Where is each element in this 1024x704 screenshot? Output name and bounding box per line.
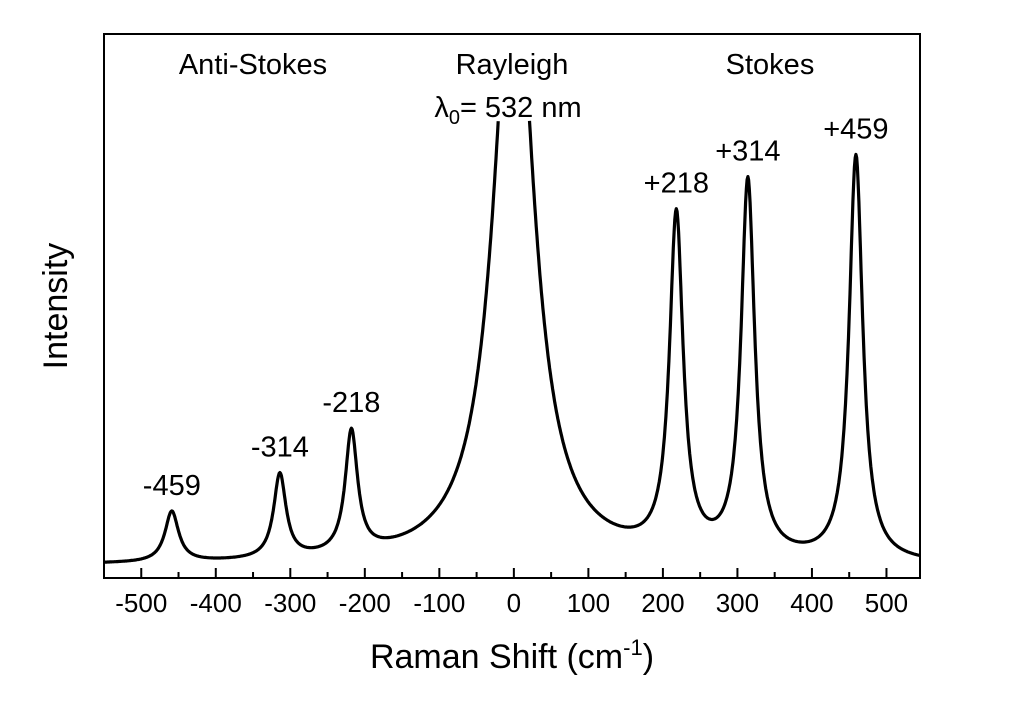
peak-label: -314 xyxy=(251,432,309,464)
x-tick-label: -200 xyxy=(339,588,391,618)
x-axis-title-suffix: ) xyxy=(643,638,654,676)
x-tick-label: -400 xyxy=(190,588,242,618)
peak-label: +218 xyxy=(644,168,709,200)
x-axis-title-main: Raman Shift (cm xyxy=(370,638,623,676)
x-tick-label: 200 xyxy=(641,588,684,618)
x-tick-label: -500 xyxy=(115,588,167,618)
rayleigh-wavelength-label: λ0= 532 nm xyxy=(434,92,581,129)
y-axis-title: Intensity xyxy=(37,243,75,370)
x-tick-label: 300 xyxy=(716,588,759,618)
x-axis-title: Raman Shift (cm-1) xyxy=(370,635,654,676)
x-tick-label: 400 xyxy=(790,588,833,618)
x-tick-label: -300 xyxy=(264,588,316,618)
x-axis-tick-labels: -500 -400 -300 -200 -100 0 100 200 300 400 500 xyxy=(115,588,908,618)
region-label-rayleigh: Rayleigh xyxy=(456,49,569,81)
peak-labels: -459 -314 -218 +218+314 +459 xyxy=(143,113,889,502)
lambda-subscript: 0 xyxy=(449,107,460,129)
wavelength-value: = 532 nm xyxy=(460,92,582,124)
peak-label: +314 xyxy=(715,136,780,168)
peak-label: -459 xyxy=(143,470,201,502)
peak-label: +459 xyxy=(823,113,888,145)
x-tick-label: 0 xyxy=(507,588,521,618)
plot-frame xyxy=(103,33,921,579)
lambda-symbol: λ xyxy=(434,92,449,124)
x-tick-label: 500 xyxy=(865,588,908,618)
x-axis-ticks xyxy=(103,568,888,578)
x-tick-label: 100 xyxy=(567,588,610,618)
x-axis-title-superscript: -1 xyxy=(623,635,643,660)
x-tick-label: -100 xyxy=(413,588,465,618)
region-label-anti-stokes: Anti-Stokes xyxy=(179,49,327,81)
peak-label: -218 xyxy=(322,387,380,419)
region-label-stokes: Stokes xyxy=(726,49,815,81)
spectrum-line xyxy=(103,120,921,564)
